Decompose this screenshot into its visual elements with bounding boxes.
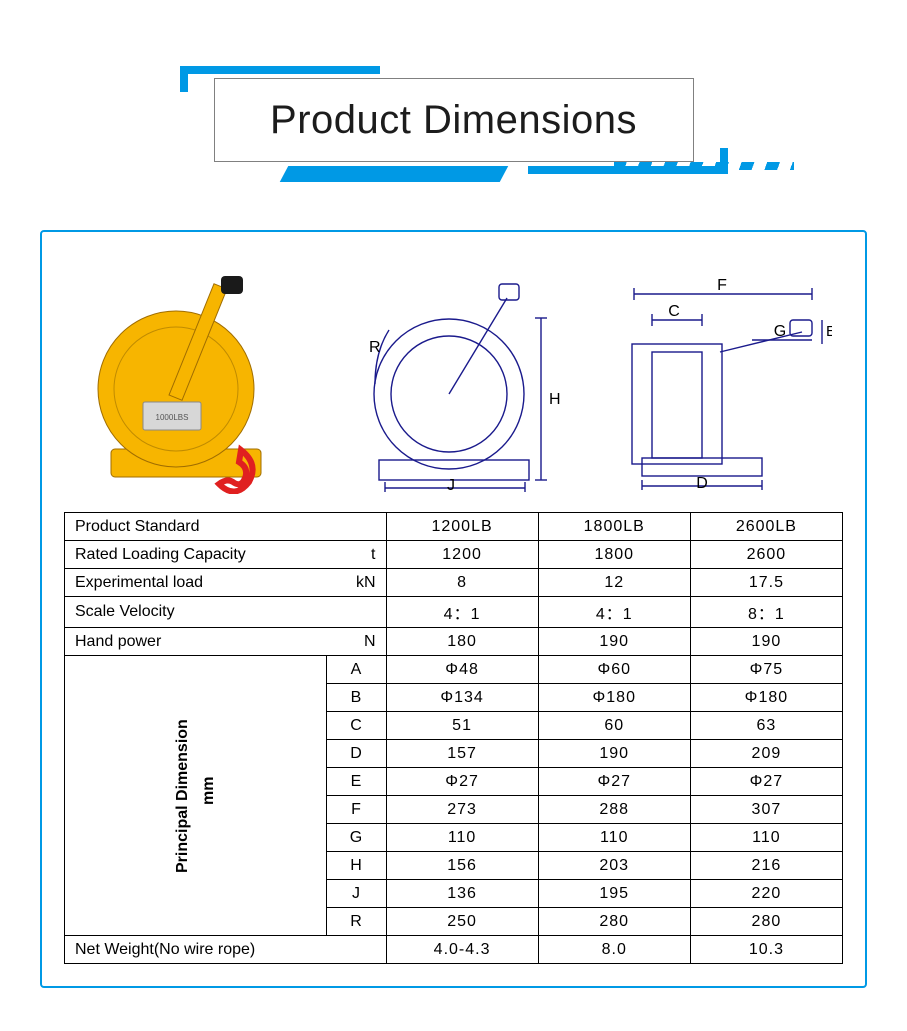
cell: 203	[538, 852, 690, 880]
dim-label-E: E	[826, 323, 832, 340]
row-product-standard: Product Standard 1200LB 1800LB 2600LB	[65, 513, 843, 541]
cell: 60	[538, 712, 690, 740]
cell: Φ180	[690, 684, 842, 712]
label-rated-capacity: Rated Loading Capacity t	[65, 541, 387, 569]
cell: 51	[386, 712, 538, 740]
row-hand-power: Hand power N 180 190 190	[65, 628, 843, 656]
cell: 110	[386, 824, 538, 852]
cell: Φ27	[538, 768, 690, 796]
cell: 110	[690, 824, 842, 852]
diagram-row: 1000LBS	[64, 254, 843, 494]
title-bottom-bar	[279, 166, 508, 182]
cell: 63	[690, 712, 842, 740]
cell: 307	[690, 796, 842, 824]
cell: 280	[538, 908, 690, 936]
cell: 250	[386, 908, 538, 936]
page-title: Product Dimensions	[270, 98, 637, 143]
cell: 220	[690, 880, 842, 908]
cell: 273	[386, 796, 538, 824]
cell: Φ134	[386, 684, 538, 712]
row-exp-load: Experimental load kN 8 12 17.5	[65, 569, 843, 597]
diagram-side: R H J	[327, 274, 580, 494]
row-net-weight: Net Weight(No wire rope) 4.0-4.3 8.0 10.…	[65, 936, 843, 964]
cell: Φ75	[690, 656, 842, 684]
dim-label-C: C	[668, 303, 680, 320]
cell: 157	[386, 740, 538, 768]
cell: 2600LB	[690, 513, 842, 541]
cell: 156	[386, 852, 538, 880]
dim-key: C	[326, 712, 386, 740]
cell: 280	[690, 908, 842, 936]
product-photo: 1000LBS	[64, 274, 317, 494]
dim-key: R	[326, 908, 386, 936]
dim-label-D: D	[696, 475, 708, 492]
cell: Φ48	[386, 656, 538, 684]
corner-decor-bottom-right	[528, 148, 728, 174]
spec-panel: 1000LBS	[40, 230, 867, 988]
label-scale-velocity: Scale Velocity	[65, 597, 387, 628]
cell: 288	[538, 796, 690, 824]
dim-key: G	[326, 824, 386, 852]
cell: 190	[538, 740, 690, 768]
label-principal-dimension: Principal Dimensionmm	[65, 656, 327, 936]
cell: Φ27	[690, 768, 842, 796]
row-scale-velocity: Scale Velocity 4：1 4：1 8：1	[65, 597, 843, 628]
label-net-weight: Net Weight(No wire rope)	[65, 936, 387, 964]
cell: 136	[386, 880, 538, 908]
dim-key: J	[326, 880, 386, 908]
title-banner: Product Dimensions	[174, 60, 734, 180]
dim-key: E	[326, 768, 386, 796]
label-hand-power: Hand power N	[65, 628, 387, 656]
title-dash-decor	[614, 162, 794, 170]
row-rated-capacity: Rated Loading Capacity t 1200 1800 2600	[65, 541, 843, 569]
cell: Φ27	[386, 768, 538, 796]
dim-label-J: J	[447, 477, 455, 494]
dim-label-H: H	[549, 391, 561, 408]
dim-key: D	[326, 740, 386, 768]
dim-key: A	[326, 656, 386, 684]
cell: 195	[538, 880, 690, 908]
cell: Φ180	[538, 684, 690, 712]
cell: 1200LB	[386, 513, 538, 541]
cell: 110	[538, 824, 690, 852]
dim-label-F: F	[717, 277, 727, 294]
dim-label-R: R	[369, 339, 381, 356]
dim-key: H	[326, 852, 386, 880]
dim-label-G: G	[773, 323, 785, 340]
cell: 216	[690, 852, 842, 880]
cell: 209	[690, 740, 842, 768]
label-exp-load: Experimental load kN	[65, 569, 387, 597]
dim-key: B	[326, 684, 386, 712]
cell: 1800LB	[538, 513, 690, 541]
diagram-front: F C G E D	[590, 274, 843, 494]
product-label-plate: 1000LBS	[155, 413, 188, 422]
row-dim-A: Principal DimensionmmAΦ48Φ60Φ75	[65, 656, 843, 684]
cell: Φ60	[538, 656, 690, 684]
label-product-standard: Product Standard	[65, 513, 387, 541]
dim-key: F	[326, 796, 386, 824]
spec-table: Product Standard 1200LB 1800LB 2600LB Ra…	[64, 512, 843, 964]
